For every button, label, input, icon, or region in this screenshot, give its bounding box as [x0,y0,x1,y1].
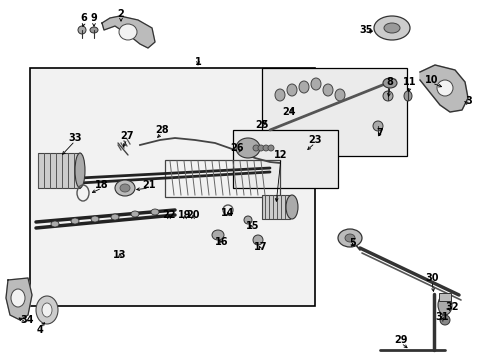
Text: 5: 5 [349,238,356,248]
Text: 6: 6 [81,13,87,23]
Ellipse shape [236,138,260,158]
Text: 3: 3 [465,96,471,106]
Text: 14: 14 [221,208,234,218]
Bar [164,160,280,197]
Bar [232,130,337,188]
Text: 24: 24 [282,107,295,117]
Text: 17: 17 [254,242,267,252]
Text: 1: 1 [194,57,201,67]
Text: 35: 35 [359,25,372,35]
Ellipse shape [337,229,361,247]
Ellipse shape [151,209,159,215]
Text: 23: 23 [307,135,321,145]
Text: 34: 34 [20,315,34,325]
Text: 10: 10 [425,75,438,85]
Ellipse shape [285,195,297,219]
Ellipse shape [11,289,25,307]
Text: 16: 16 [215,237,228,247]
Ellipse shape [244,216,251,224]
Text: 15: 15 [246,221,259,231]
Ellipse shape [439,315,449,325]
Ellipse shape [382,91,392,101]
Text: 4: 4 [37,325,43,335]
Text: 31: 31 [434,312,448,322]
Ellipse shape [345,234,354,242]
Ellipse shape [115,180,135,196]
Ellipse shape [274,89,285,101]
Ellipse shape [131,211,139,217]
Text: 8: 8 [386,77,393,87]
Ellipse shape [42,303,52,317]
Ellipse shape [310,78,320,90]
Text: 19: 19 [178,210,191,220]
Ellipse shape [36,296,58,324]
Text: 11: 11 [403,77,416,87]
Text: 22: 22 [162,210,175,220]
Text: 12: 12 [274,150,287,160]
Ellipse shape [78,26,86,34]
Polygon shape [419,65,467,112]
Ellipse shape [120,184,130,192]
Polygon shape [6,278,32,320]
Bar [38,153,80,188]
Ellipse shape [258,145,264,151]
Text: 32: 32 [445,302,458,312]
Ellipse shape [75,153,85,188]
Ellipse shape [252,235,263,245]
Ellipse shape [111,214,119,220]
Bar [262,68,406,156]
Text: 20: 20 [186,210,199,220]
Text: 26: 26 [230,143,243,153]
Text: 21: 21 [142,180,156,190]
Ellipse shape [252,145,259,151]
Ellipse shape [51,221,59,227]
Text: 9: 9 [90,13,97,23]
Ellipse shape [373,16,409,40]
Text: 18: 18 [95,180,109,190]
Ellipse shape [212,230,224,240]
Text: 27: 27 [120,131,134,141]
Bar [438,293,450,301]
Ellipse shape [403,91,411,101]
Ellipse shape [91,216,99,222]
Ellipse shape [437,295,451,315]
Text: 29: 29 [393,335,407,345]
Bar [262,195,289,219]
Text: 33: 33 [68,133,81,143]
Ellipse shape [334,89,345,101]
Ellipse shape [286,84,296,96]
Text: 13: 13 [113,250,126,260]
Ellipse shape [263,145,268,151]
Ellipse shape [383,23,399,33]
Text: 30: 30 [425,273,438,283]
Ellipse shape [71,218,79,224]
Text: 28: 28 [155,125,168,135]
Text: 7: 7 [376,128,383,138]
Ellipse shape [382,78,396,88]
Polygon shape [102,16,155,48]
Text: 2: 2 [118,9,124,19]
Text: 25: 25 [255,120,268,130]
Ellipse shape [323,84,332,96]
Ellipse shape [90,27,98,33]
Bar [30,68,314,306]
Ellipse shape [119,24,137,40]
Ellipse shape [267,145,273,151]
Ellipse shape [372,121,382,131]
Ellipse shape [298,81,308,93]
Ellipse shape [436,80,452,96]
